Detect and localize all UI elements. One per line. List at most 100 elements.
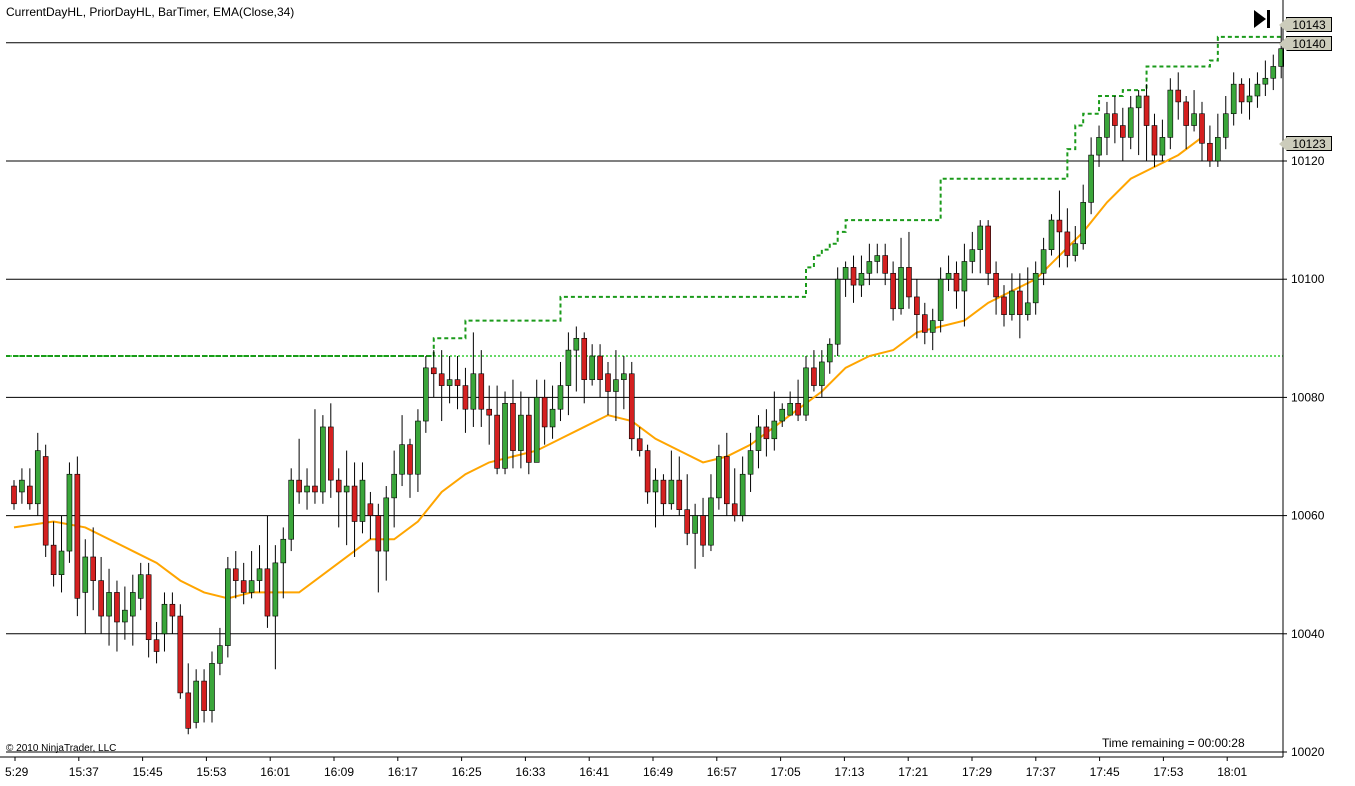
candle <box>1254 72 1261 108</box>
candle-body <box>1159 137 1166 156</box>
candle-body <box>296 479 302 493</box>
candle <box>929 308 936 351</box>
candle-body <box>248 580 255 593</box>
candle-body <box>613 379 619 392</box>
candle-body <box>430 367 437 375</box>
candle-body <box>589 355 595 380</box>
candle-body <box>201 680 207 711</box>
candle <box>185 663 192 735</box>
candle-body <box>161 603 168 635</box>
y-tick-label: 10020 <box>1291 745 1325 759</box>
x-tick-label: 17:45 <box>1090 765 1120 779</box>
candle <box>1230 72 1237 126</box>
candle-body <box>1246 95 1253 103</box>
candle-body <box>1254 83 1261 97</box>
candle <box>1143 84 1150 161</box>
candle-body <box>470 373 477 410</box>
candle-body <box>1064 231 1071 256</box>
candle <box>193 669 199 729</box>
candle <box>779 403 786 427</box>
candle <box>937 267 944 333</box>
candle <box>525 397 532 475</box>
candle <box>628 361 635 451</box>
candle <box>739 456 746 522</box>
candle-body <box>731 503 738 516</box>
candle <box>430 350 437 398</box>
candle <box>1183 95 1189 150</box>
candle <box>1032 261 1039 315</box>
candle-body <box>1167 89 1174 138</box>
candle-body <box>1112 113 1118 126</box>
candle <box>597 344 603 398</box>
candle <box>1040 237 1047 286</box>
candle <box>589 344 595 386</box>
candle <box>446 356 453 404</box>
candle <box>1175 72 1182 120</box>
candle <box>621 356 627 410</box>
candle-body <box>1072 243 1079 256</box>
current-day-high-series <box>14 35 1282 358</box>
candle <box>613 350 619 422</box>
candle-body <box>929 320 936 333</box>
candle <box>969 231 976 274</box>
candle <box>668 450 675 510</box>
candle-body <box>842 267 849 280</box>
candle <box>225 556 231 658</box>
candle <box>296 438 302 504</box>
candle <box>1215 113 1221 167</box>
candle-body <box>565 349 572 386</box>
candle <box>1127 95 1134 150</box>
candle <box>50 521 57 587</box>
candle-body <box>415 420 421 475</box>
candle <box>890 261 896 321</box>
candle <box>494 385 500 475</box>
candle-body <box>961 261 968 292</box>
candle <box>423 356 429 433</box>
y-tick-label: 10100 <box>1291 272 1325 286</box>
candle-body <box>803 367 809 416</box>
candle <box>581 332 588 404</box>
candle <box>304 468 310 510</box>
candle <box>122 586 128 640</box>
candle <box>961 243 968 327</box>
candle <box>700 497 706 557</box>
candle-body <box>890 272 896 310</box>
candle <box>795 379 801 422</box>
candle <box>1104 101 1110 156</box>
candle-body <box>209 663 215 711</box>
candle-body <box>668 479 675 505</box>
candle-body <box>185 692 192 729</box>
x-tick-label: 16:33 <box>515 765 545 779</box>
candle <box>945 255 952 292</box>
candle-body <box>19 479 25 493</box>
candle-body <box>217 645 223 664</box>
candle <box>771 391 778 451</box>
y-tick-label: 10060 <box>1291 509 1325 523</box>
candle <box>1112 95 1118 144</box>
candle-body <box>264 568 271 617</box>
candle-body <box>628 373 635 440</box>
candle <box>1222 95 1229 150</box>
candle-body <box>1096 137 1102 156</box>
x-tick-label: 16:01 <box>260 765 290 779</box>
candle <box>1207 125 1213 167</box>
candle <box>272 545 279 670</box>
candle-body <box>1104 113 1110 138</box>
x-tick-label: 15:45 <box>133 765 163 779</box>
candle-body <box>454 379 461 386</box>
candle <box>82 539 89 634</box>
candle <box>375 503 382 593</box>
candle <box>145 562 152 658</box>
candle-body <box>739 473 746 516</box>
candle <box>288 468 295 552</box>
candle-body <box>1024 302 1031 315</box>
candle-body <box>145 574 152 641</box>
candle <box>850 255 857 303</box>
candle-body <box>1175 89 1182 103</box>
candle <box>256 545 263 593</box>
ema-value-tag: 10123 <box>1279 136 1332 151</box>
candle <box>169 592 176 634</box>
candle-body <box>953 272 960 292</box>
skip-to-end-icon[interactable] <box>1250 8 1274 30</box>
